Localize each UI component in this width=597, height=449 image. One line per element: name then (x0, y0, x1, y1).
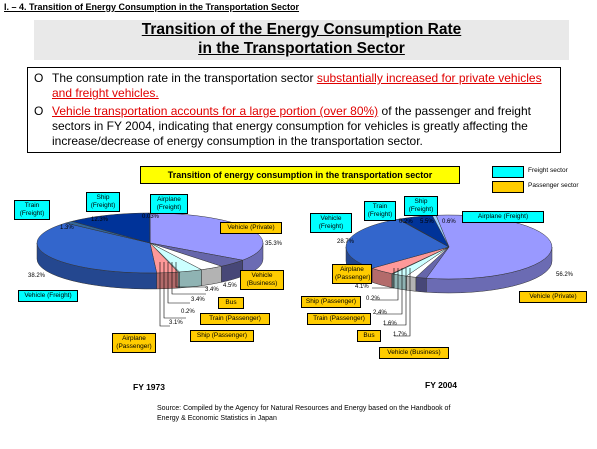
value-1973-ship-passenger: 0.2% (181, 309, 195, 315)
pie-side-train-passenger (392, 273, 407, 291)
label-2004-bus: Bus (357, 330, 381, 342)
leader-line (376, 268, 403, 315)
leader-line (384, 268, 407, 326)
pie-slice-vehicle-freight (345, 218, 450, 269)
label-1973-airplane-freight: Airplane (Freight) (150, 194, 188, 214)
label-1973-vehicle-business: Vehicle (Business) (240, 270, 284, 290)
leader-line (372, 268, 399, 301)
label-1973-bus: Bus (218, 297, 244, 309)
leader-line (163, 262, 186, 319)
pie-side-train-passenger (179, 269, 202, 289)
label-2004-ship-freight: Ship (Freight) (404, 196, 438, 216)
value-2004-vehicle-business: 1.7% (393, 332, 407, 338)
label-1973-train-freight: Train (Freight) (14, 200, 50, 220)
label-1973-ship-freight: Ship (Freight) (86, 192, 120, 212)
value-2004-train-passenger: 2.4% (373, 310, 387, 316)
leader-line (171, 262, 206, 295)
value-2004-ship-freight: 5.5% (420, 219, 434, 225)
value-2004-vehicle-private: 56.2% (556, 272, 574, 278)
label-2004-train-passenger: Train (Passenger) (307, 313, 371, 325)
bullet-text-part: The consumption rate in the transportati… (52, 71, 317, 85)
label-2004-airplane-freight: Airplane (Freight) (462, 211, 544, 223)
bullet-highlight: substantially increased for private vehi… (52, 71, 542, 100)
source-note: Source: Compiled by the Agency for Natur… (157, 405, 451, 422)
section-heading: I. – 4. Transition of Energy Consumption… (4, 2, 300, 12)
value-1973-train-passenger: 3.4% (191, 297, 205, 303)
year-label-2004: FY 2004 (425, 380, 457, 390)
label-1973-airplane-passenger: Airplane (Passenger) (112, 333, 156, 353)
leader-line (394, 268, 411, 337)
value-1973-airplane-freight: 0.03% (142, 214, 160, 220)
year-label-1973: FY 1973 (133, 382, 165, 392)
value-2004-airplane-freight: 0.6% (442, 219, 456, 225)
bullet-marker-icon: O (34, 71, 44, 85)
value-2004-bus: 1.6% (383, 321, 397, 327)
leader-line (167, 262, 190, 304)
value-1973-airplane-passenger: 3.1% (169, 320, 183, 326)
label-1973-ship-passenger: Ship (Passenger) (190, 330, 254, 342)
value-2004-vehicle-freight: 28.7% (337, 239, 355, 245)
label-2004-ship-passenger: Ship (Passenger) (301, 296, 361, 308)
leader-line (159, 262, 170, 327)
legend-swatch-passenger (492, 181, 524, 193)
leader-lines (159, 262, 411, 337)
label-1973-train-passenger: Train (Passenger) (200, 313, 270, 325)
pie-slice-ship-freight (71, 212, 151, 244)
page-title-line-2: in the Transportation Sector (198, 40, 405, 57)
label-2004-airplane-passenger: Airplane (Passenger) (332, 264, 372, 284)
label-2004-train-freight: Train (Freight) (364, 201, 396, 221)
bullet-text: The consumption rate in the transportati… (52, 71, 552, 101)
chart-title: Transition of energy consumption in the … (140, 166, 460, 184)
bullet-text-part: of the passenger and freight sectors in … (52, 104, 531, 148)
label-1973-vehicle-private: Vehicle (Private) (220, 222, 282, 234)
value-1973-bus: 3.4% (205, 287, 219, 293)
value-1973-vehicle-private: 35.3% (265, 241, 283, 247)
leader-line (372, 268, 395, 289)
label-1973-vehicle-freight: Vehicle (Freight) (18, 290, 78, 302)
bullet-text: Vehicle transportation accounts for a la… (52, 104, 552, 149)
pie-side-bus (406, 275, 417, 292)
legend-label-freight: Freight sector (528, 167, 568, 174)
page-title: Transition of the Energy Consumption Rat… (34, 20, 569, 60)
value-1973-vehicle-business: 4.5% (223, 283, 237, 289)
value-1973-vehicle-freight: 38.2% (28, 273, 46, 279)
pie-slice-vehicle-freight (36, 222, 158, 274)
pie-fy2004 (345, 214, 553, 294)
label-2004-vehicle-business: Vehicle (Business) (379, 347, 449, 359)
pie-fy1973 (36, 212, 264, 290)
page-title-line-1: Transition of the Energy Consumption Rat… (141, 21, 462, 38)
leader-line (175, 262, 208, 288)
value-1973-ship-freight: 12.3% (91, 217, 109, 223)
value-1973-train-freight: 1.3% (60, 225, 74, 231)
legend-label-passenger: Passenger sector (528, 182, 579, 189)
label-2004-vehicle-private: Vehicle (Private) (519, 291, 587, 303)
bullet-highlight: Vehicle transportation accounts for a la… (52, 104, 379, 118)
value-2004-ship-passenger: 0.2% (366, 296, 380, 302)
summary-box: O The consumption rate in the transporta… (27, 67, 561, 153)
bullet-marker-icon: O (34, 104, 44, 118)
legend-swatch-freight (492, 166, 524, 178)
label-2004-vehicle-freight: Vehicle (Freight) (310, 213, 352, 233)
pie-side-vehicle-business (415, 277, 427, 293)
value-2004-train-freight: 0.2% (399, 219, 413, 225)
value-2004-airplane-passenger: 4.1% (355, 284, 369, 290)
